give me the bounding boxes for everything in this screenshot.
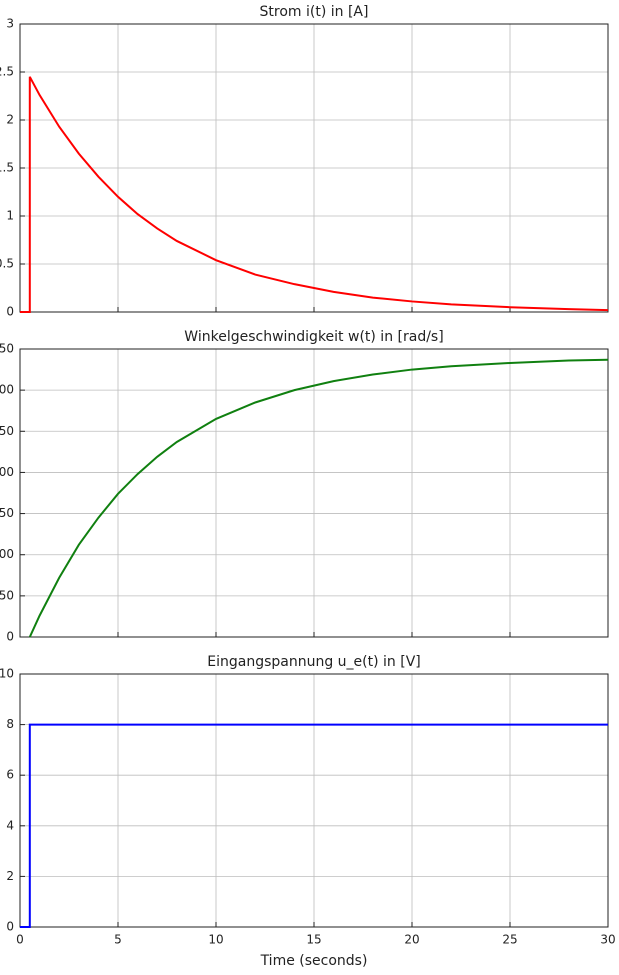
data-line (20, 76, 609, 313)
x-tick-label: 5 (114, 933, 122, 947)
y-tick-label: 100 (0, 547, 14, 561)
y-tick-label: 2 (6, 113, 14, 127)
chart-title: Strom i(t) in [A] (260, 4, 369, 20)
y-tick-label: 50 (0, 588, 14, 602)
axes-frame (19, 348, 609, 638)
y-tick-label: 8 (6, 717, 14, 731)
x-tick-label: 0 (16, 933, 24, 947)
y-tick-label: 4 (6, 818, 14, 832)
y-tick-label: 3 (6, 17, 14, 31)
chart-title: Eingangspannung u_e(t) in [V] (207, 654, 421, 670)
y-tick-label: 0 (6, 305, 14, 319)
chart-title: Winkelgeschwindigkeit w(t) in [rad/s] (184, 329, 443, 345)
axes-frame (19, 673, 609, 928)
axes-frame (19, 23, 609, 313)
x-tick-label: 30 (600, 933, 615, 947)
x-tick-label: 15 (306, 933, 321, 947)
y-tick-label: 2 (6, 869, 14, 883)
y-tick-label: 150 (0, 506, 14, 520)
x-tick-label: 25 (502, 933, 517, 947)
y-tick-label: 10 (0, 667, 14, 681)
y-tick-label: 300 (0, 383, 14, 397)
y-tick-label: 200 (0, 465, 14, 479)
y-tick-label: 250 (0, 424, 14, 438)
y-tick-label: 0 (6, 630, 14, 644)
x-tick-label: 20 (404, 933, 419, 947)
y-tick-label: 350 (0, 342, 14, 356)
x-tick-label: 10 (208, 933, 223, 947)
y-tick-label: 1.5 (0, 161, 14, 175)
y-tick-label: 6 (6, 768, 14, 782)
data-line (20, 723, 608, 928)
y-tick-label: 0.5 (0, 257, 14, 271)
y-tick-label: 1 (6, 209, 14, 223)
x-axis-label: Time (seconds) (260, 953, 368, 969)
data-line (28, 358, 609, 638)
y-tick-label: 0 (6, 920, 14, 934)
y-tick-label: 2.5 (0, 65, 14, 79)
